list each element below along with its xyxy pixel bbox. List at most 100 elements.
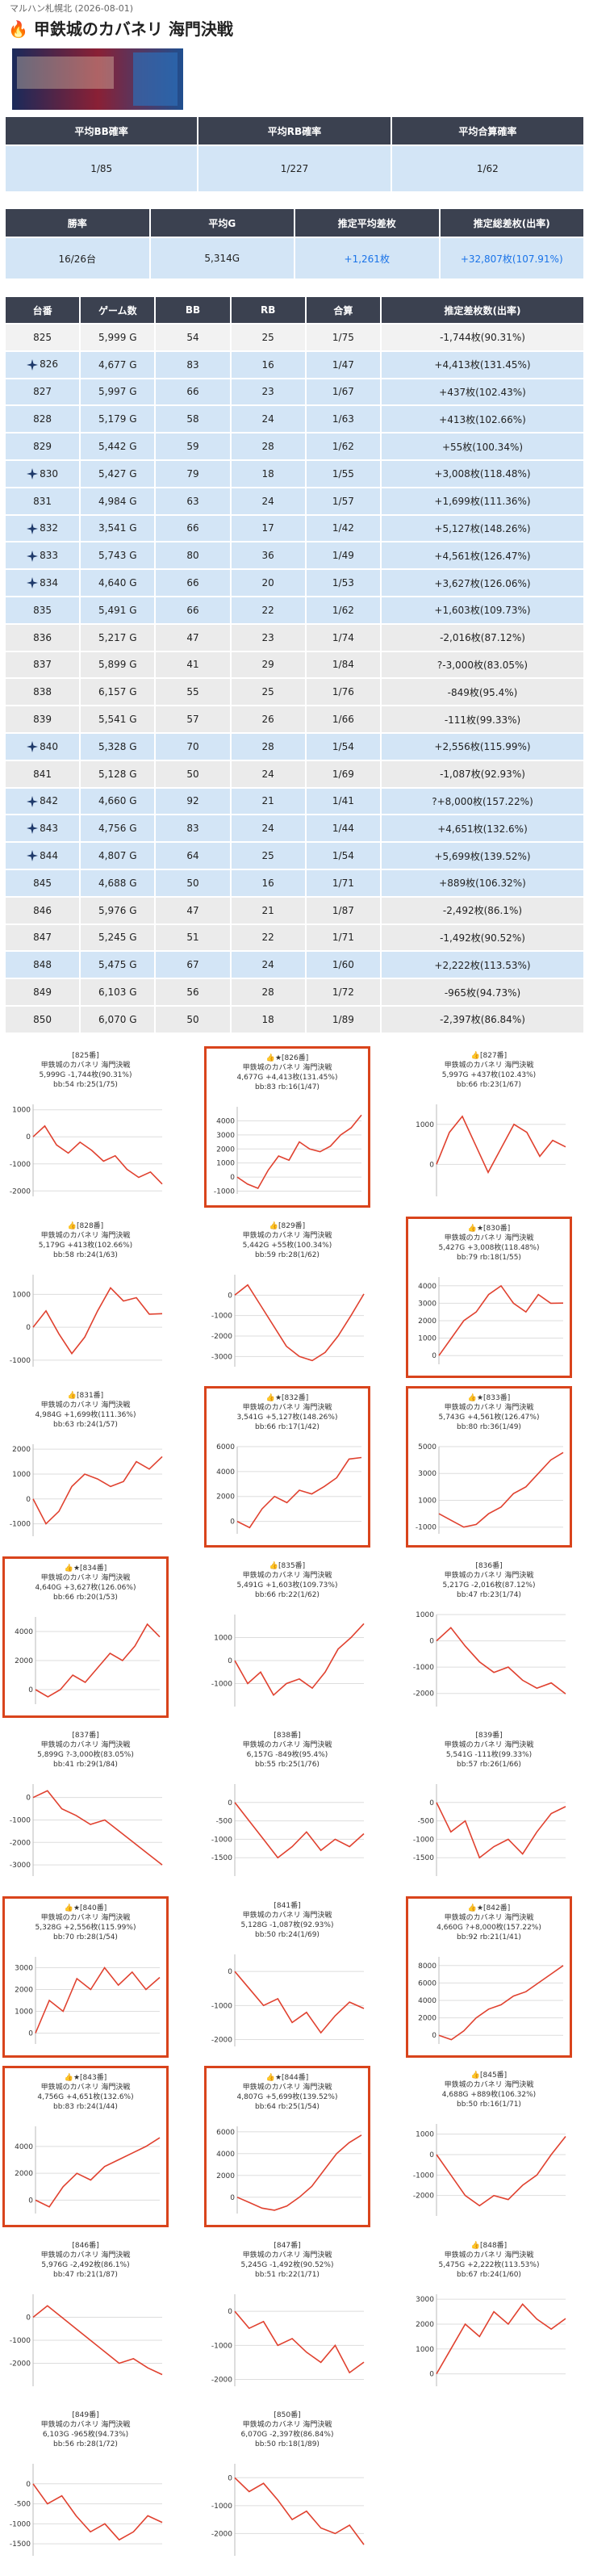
cell-text: 1/89 bbox=[332, 1013, 354, 1025]
cell-text: 849 bbox=[33, 986, 52, 999]
chart-card: 👍[827番] 甲鉄城のカバネリ 海門決戦 5,997G +437枚(102.43%… bbox=[406, 1046, 572, 1208]
cell: 843 bbox=[3, 814, 81, 844]
table: 勝率 平均G 推定平均差枚 推定総差枚(出率) 16/26台 5,314G +1,261枚 +… bbox=[4, 207, 585, 280]
y-tick-label: 6000 bbox=[418, 1979, 437, 1987]
cell: +437枚(102.43%) bbox=[380, 377, 585, 407]
cell-text: 16 bbox=[261, 358, 274, 371]
sparkle-icon bbox=[27, 741, 39, 753]
cell-text: 5,475 G bbox=[98, 959, 137, 971]
cell: -2,397枚(86.84%) bbox=[380, 1004, 585, 1034]
cell: 80 bbox=[154, 541, 232, 571]
y-tick-label: 3000 bbox=[416, 2296, 434, 2304]
chart-card: 👍★[833番] 甲鉄城のカバネリ 海門決戦 5,743G +4,561枚(126.… bbox=[406, 1386, 572, 1548]
chart-stats: 3,541G +5,127枚(148.26%) bbox=[237, 1412, 338, 1422]
cell-text: 28 bbox=[261, 740, 274, 752]
chart-subtitle: 甲鉄城のカバネリ 海門決戦 bbox=[41, 2082, 131, 2092]
y-tick-label: 0 bbox=[429, 1161, 434, 1169]
y-tick-label: 0 bbox=[230, 1174, 235, 1182]
chart-card: [846番] 甲鉄城のカバネリ 海門決戦 5,976G -2,492枚(86.1%)… bbox=[2, 2236, 169, 2398]
machine-row: 845 4,688 G 50 16 1/71 +889枚(106.32%) bbox=[3, 868, 585, 898]
cell: 839 bbox=[3, 705, 81, 734]
cell: 850 bbox=[3, 1004, 81, 1034]
cell: 3,541 G bbox=[79, 513, 157, 543]
chart-title: 👍[829番] bbox=[269, 1221, 305, 1230]
cell-text: 1/62 bbox=[332, 441, 354, 453]
cell-text: 832 bbox=[40, 522, 59, 534]
cell-text: -849枚(95.4%) bbox=[447, 686, 518, 698]
cell: +5,699枚(139.52%) bbox=[380, 841, 585, 870]
y-tick-label: 0 bbox=[230, 2194, 235, 2202]
cell: 5,899 G bbox=[79, 650, 157, 680]
cell-text: 70 bbox=[186, 740, 199, 752]
cell-text: 1/57 bbox=[332, 495, 354, 507]
cell: 66 bbox=[154, 595, 232, 625]
chart-stats: bb:50 rb:24(1/69) bbox=[255, 1931, 320, 1939]
cell-text: 1/84 bbox=[332, 659, 354, 671]
line bbox=[436, 1115, 566, 1175]
chart-subtitle: 甲鉄城のカバネリ 海門決戦 bbox=[41, 1400, 131, 1409]
cell: 833 bbox=[3, 541, 81, 571]
machine-table: 台番 ゲーム数 BB RB 合算 推定差枚数(出率) 825 5,999 G 54 25 1/75 -… bbox=[3, 295, 585, 1034]
chart-stats: bb:92 rb:21(1/41) bbox=[457, 1933, 521, 1941]
cell-text: 5,899 G bbox=[98, 659, 137, 671]
cell: 6,103 G bbox=[79, 978, 157, 1007]
chart-stats: bb:80 rb:36(1/49) bbox=[457, 1423, 521, 1431]
chart-stats: 4,807G +5,699枚(139.52%) bbox=[237, 2092, 338, 2101]
y-tick-label: 2000 bbox=[12, 1446, 31, 1454]
cell-text: 24 bbox=[261, 413, 274, 425]
y-tick-label: 0 bbox=[230, 1518, 235, 1527]
chart-card: [837番] 甲鉄城のカバネリ 海門決戦 5,899G ?-3,000枚(83.05… bbox=[2, 1726, 169, 1887]
chart-title: 👍★[826番] bbox=[266, 1053, 308, 1062]
cell-text: 4,807 G bbox=[98, 850, 137, 862]
y-tick-label: -2000 bbox=[211, 2376, 232, 2384]
machine-row: 842 4,660 G 92 21 1/41 ?+8,000枚(157.22%) bbox=[3, 786, 585, 816]
chart-subtitle: 甲鉄城のカバネリ 海門決戦 bbox=[445, 1402, 534, 1412]
cell-text: 828 bbox=[33, 413, 52, 425]
cell: 1/62 bbox=[304, 595, 382, 625]
cell-text: 56 bbox=[186, 986, 199, 999]
y-tick-label: 2000 bbox=[15, 1657, 33, 1665]
chart-card: 👍★[843番] 甲鉄城のカバネリ 海門決戦 4,756G +4,651枚(132.… bbox=[2, 2066, 169, 2227]
cell-text: 1/42 bbox=[332, 522, 354, 534]
machine-row: 831 4,984 G 63 24 1/57 +1,699枚(111.36%) bbox=[3, 486, 585, 516]
cell-text: 28 bbox=[261, 441, 274, 453]
line bbox=[438, 1284, 564, 1356]
cell: -2,492枚(86.1%) bbox=[380, 895, 585, 925]
cell-text: 21 bbox=[261, 795, 274, 807]
cell: ?+8,000枚(157.22%) bbox=[380, 786, 585, 816]
cell-text: 1/72 bbox=[332, 986, 354, 999]
y-tick-label: -1000 bbox=[211, 2503, 232, 2511]
chart-card: [825番] 甲鉄城のカバネリ 海門決戦 5,999G -1,744枚(90.31%… bbox=[2, 1046, 169, 1208]
cell: 6,157 G bbox=[79, 677, 157, 707]
value-cell: 1/227 bbox=[197, 145, 392, 193]
cell-text: 827 bbox=[33, 386, 52, 398]
cell: 92 bbox=[154, 786, 232, 816]
cell-text: +4,651枚(132.6%) bbox=[437, 823, 528, 835]
cell-text: +2,556枚(115.99%) bbox=[434, 741, 531, 753]
y-tick-label: -1500 bbox=[413, 1854, 434, 1862]
y-tick-label: -500 bbox=[15, 2501, 31, 2509]
chart-subtitle: 甲鉄城のカバネリ 海門決戦 bbox=[445, 1570, 534, 1580]
chart-card: [838番] 甲鉄城のカバネリ 海門決戦 6,157G -849枚(95.4%) bb… bbox=[204, 1726, 370, 1887]
chart-subtitle: 甲鉄城のカバネリ 海門決戦 bbox=[243, 1910, 332, 1920]
cell: 5,743 G bbox=[79, 541, 157, 571]
line bbox=[436, 2302, 566, 2374]
y-tick-label: -2000 bbox=[10, 2360, 31, 2368]
cell: 1/63 bbox=[304, 404, 382, 434]
y-tick-label: 0 bbox=[228, 1968, 232, 1976]
cell-text: 1/54 bbox=[332, 850, 354, 862]
y-tick-label: -1500 bbox=[10, 2540, 31, 2549]
cell: +1,603枚(109.73%) bbox=[380, 595, 585, 625]
cell-text: 28 bbox=[261, 986, 274, 999]
line bbox=[32, 2304, 163, 2375]
line bbox=[32, 2483, 163, 2541]
chart-stats: 5,976G -2,492枚(86.1%) bbox=[41, 2260, 129, 2269]
chart-title: [839番] bbox=[475, 1730, 502, 1740]
y-tick-label: 6000 bbox=[216, 2129, 235, 2137]
machine-row: 840 5,328 G 70 28 1/54 +2,556枚(115.99%) bbox=[3, 731, 585, 761]
cell-text: +55枚(100.34%) bbox=[441, 441, 524, 453]
cell-text: 1/71 bbox=[332, 932, 354, 944]
